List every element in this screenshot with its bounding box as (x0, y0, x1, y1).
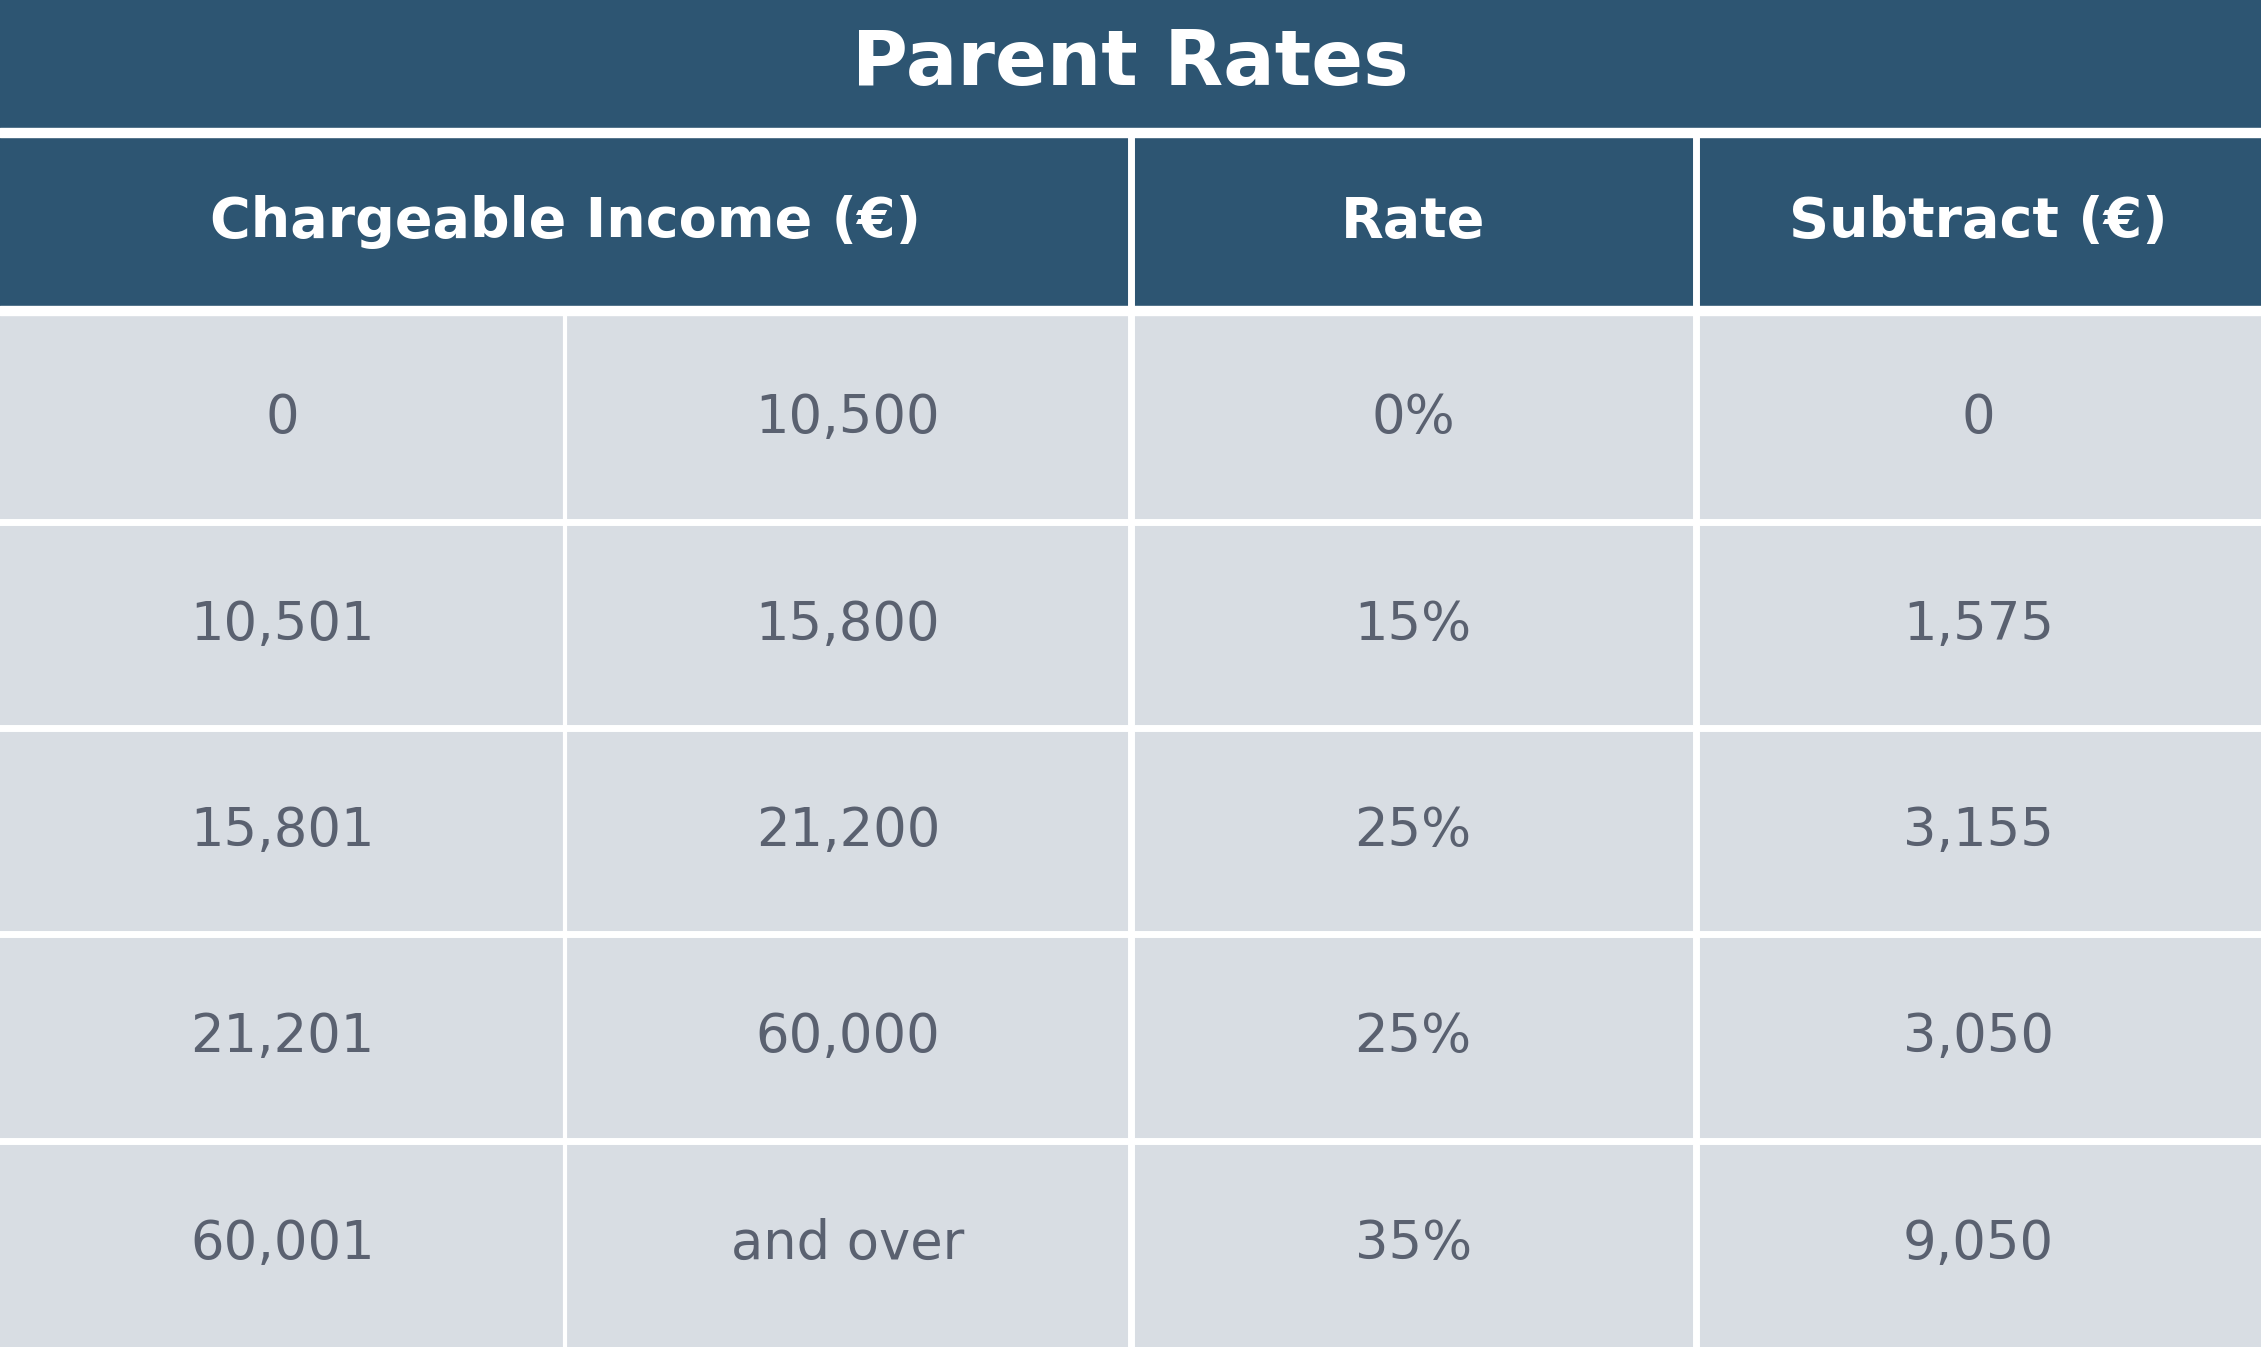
Text: Parent Rates: Parent Rates (852, 27, 1409, 101)
Text: 25%: 25% (1354, 1012, 1472, 1064)
Text: 0: 0 (267, 392, 298, 445)
Text: 15,800: 15,800 (755, 598, 941, 651)
Bar (0, 0, 2261, 128)
Text: 25%: 25% (1354, 806, 1472, 857)
Bar (0, 935, 2261, 1141)
Text: 15,801: 15,801 (190, 806, 375, 857)
Bar (0, 315, 2261, 521)
Text: 0: 0 (1963, 392, 1994, 445)
Text: 15%: 15% (1354, 598, 1472, 651)
Text: 60,000: 60,000 (755, 1012, 941, 1064)
Text: 21,200: 21,200 (755, 806, 941, 857)
Text: 21,201: 21,201 (190, 1012, 375, 1064)
Text: and over: and over (730, 1218, 965, 1270)
Bar (0, 1141, 2261, 1347)
Text: 10,501: 10,501 (190, 598, 375, 651)
Text: 10,500: 10,500 (755, 392, 941, 445)
Text: 9,050: 9,050 (1904, 1218, 2053, 1270)
Text: 0%: 0% (1372, 392, 1454, 445)
Text: Subtract (€): Subtract (€) (1788, 194, 2168, 249)
Bar (0, 521, 2261, 727)
Bar (0, 727, 2261, 935)
Text: Rate: Rate (1341, 194, 1485, 249)
Text: 35%: 35% (1354, 1218, 1472, 1270)
Bar (0, 137, 2261, 306)
Text: 3,050: 3,050 (1904, 1012, 2053, 1064)
Text: Chargeable Income (€): Chargeable Income (€) (210, 194, 920, 249)
Text: 3,155: 3,155 (1904, 806, 2053, 857)
Text: 1,575: 1,575 (1904, 598, 2053, 651)
Text: 60,001: 60,001 (190, 1218, 375, 1270)
